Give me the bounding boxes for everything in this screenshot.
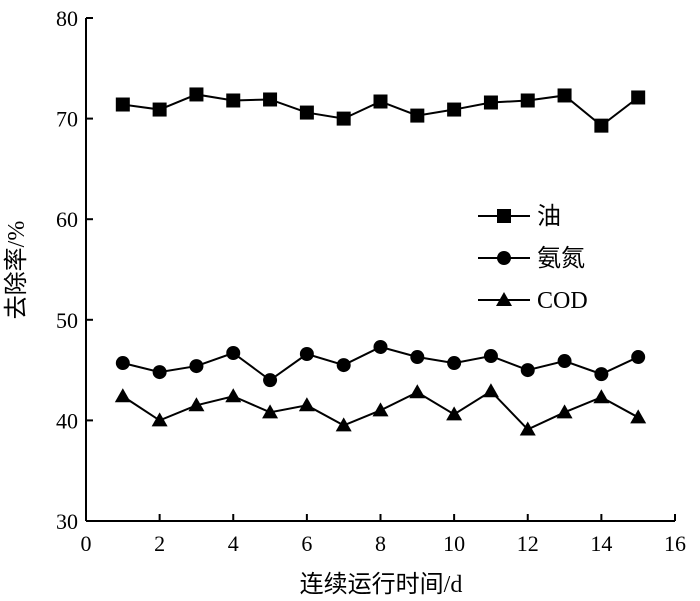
data-point-square [410,108,425,123]
x-tick-label: 6 [301,531,312,556]
data-point-triangle [114,388,131,403]
data-point-triangle [482,383,499,398]
data-point-triangle [372,402,389,417]
data-point-square [226,93,241,108]
x-tick-label: 14 [590,531,612,556]
series-layer [114,87,647,436]
y-tick-label: 50 [56,308,78,333]
data-point-triangle [298,397,315,412]
x-axis-title: 连续运行时间/d [300,571,463,598]
data-point-triangle [409,384,426,399]
data-point-triangle [225,388,242,403]
legend-item: 氨氮 [478,245,585,272]
legend-marker-square [497,209,511,223]
data-point-circle [557,354,572,369]
data-point-circle [336,358,351,373]
data-point-triangle [630,409,647,424]
data-point-triangle [593,389,610,404]
data-point-triangle [556,404,573,419]
legend-label: 油 [537,203,561,230]
data-point-circle [410,350,425,365]
data-point-circle [631,350,646,365]
data-point-triangle [262,404,279,419]
legend-item: 油 [478,203,561,230]
legend: 油氨氮 COD [478,203,588,314]
y-tick-label: 60 [56,207,78,232]
data-point-square [189,87,204,102]
x-tick-label: 16 [664,531,686,556]
x-tick-label: 4 [228,531,239,556]
data-point-circle [373,339,388,354]
data-point-square [299,105,314,120]
legend-label: 氨氮 [537,245,585,272]
data-point-square [483,95,498,110]
y-tick-label: 70 [56,107,78,132]
data-point-triangle [335,417,352,432]
data-point-triangle [188,397,205,412]
data-point-square [263,92,278,107]
data-point-circle [152,365,167,380]
series-square [115,87,646,133]
x-tick-label: 2 [154,531,165,556]
axes: 0 2 4 6 8 10 12 14 16 30 40 50 60 70 80 [56,6,686,556]
x-tick-label: 10 [443,531,465,556]
data-point-square [631,90,646,105]
series-triangle [114,383,647,436]
data-point-circle [115,356,130,371]
data-point-circle [226,345,241,360]
legend-marker-triangle [496,292,512,306]
data-point-square [152,102,167,117]
data-point-square [520,93,535,108]
data-point-triangle [446,406,463,421]
data-point-square [594,118,609,133]
data-point-triangle [519,421,536,436]
data-point-circle [520,363,535,378]
legend-item: COD [478,288,588,314]
legend-label: COD [537,288,588,314]
data-point-circle [299,347,314,362]
data-point-square [373,94,388,109]
data-point-square [336,111,351,126]
data-point-square [447,102,462,117]
x-tick-label: 12 [517,531,539,556]
data-point-circle [594,367,609,382]
data-point-triangle [151,412,168,427]
data-point-circle [189,359,204,374]
x-tick-label: 0 [81,531,92,556]
data-point-circle [483,349,498,364]
data-point-square [115,97,130,112]
data-point-circle [447,356,462,371]
y-tick-label: 40 [56,408,78,433]
y-axis-title: 去除率/% [3,221,30,320]
x-tick-label: 8 [375,531,386,556]
series-circle [115,339,646,388]
y-tick-label: 80 [56,6,78,31]
data-point-square [557,88,572,103]
y-tick-label: 30 [56,509,78,534]
data-point-circle [263,373,278,388]
legend-marker-circle [497,251,511,265]
